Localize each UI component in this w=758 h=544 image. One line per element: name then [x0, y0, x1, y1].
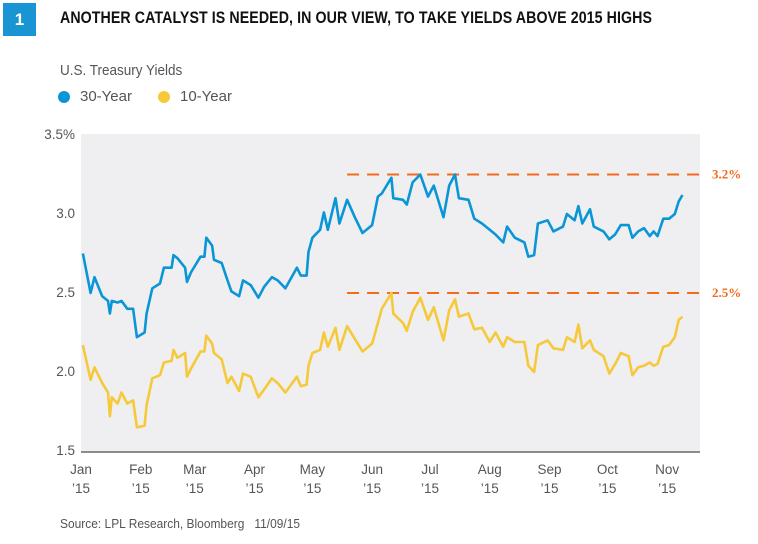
reference-label: 3.2%	[712, 167, 741, 182]
x-tick-year: ’15	[481, 481, 499, 496]
x-tick-year: ’15	[363, 481, 381, 496]
x-tick-year: ’15	[598, 481, 616, 496]
figure-number: 1	[14, 9, 25, 29]
x-tick-year: ’15	[186, 481, 204, 496]
legend-item-10-year: 10-Year	[158, 88, 232, 105]
legend: 30-Year 10-Year	[58, 88, 232, 105]
reference-label: 2.5%	[712, 285, 741, 300]
x-tick-label: Sep	[537, 462, 561, 477]
x-tick-year: ’15	[658, 481, 676, 496]
figure-number-badge: 1	[3, 3, 36, 36]
x-tick-label: Nov	[655, 462, 679, 477]
y-tick-label: 1.5	[56, 443, 75, 458]
x-tick-year: ’15	[421, 481, 439, 496]
x-tick-year: ’15	[132, 481, 150, 496]
chart-headline: ANOTHER CATALYST IS NEEDED, IN OUR VIEW,…	[60, 9, 653, 27]
x-tick-label: Jan	[70, 462, 92, 477]
x-tick-year: ’15	[303, 481, 321, 496]
legend-label: 30-Year	[80, 88, 132, 105]
x-tick-label: Oct	[597, 462, 618, 477]
legend-dot-10-year	[158, 90, 170, 103]
series-line-10-year	[81, 291, 684, 429]
x-tick-year: ’15	[246, 481, 264, 496]
x-tick-year: ’15	[540, 481, 558, 496]
x-tick-label: Apr	[244, 462, 266, 477]
x-tick-label: Jul	[421, 462, 438, 477]
series-line-30-year	[81, 173, 684, 339]
x-tick-label: Jun	[361, 462, 383, 477]
x-tick-label: May	[300, 462, 326, 477]
legend-label: 10-Year	[180, 88, 232, 105]
legend-item-30-year: 30-Year	[58, 88, 132, 105]
legend-dot-30-year	[58, 90, 70, 103]
x-tick-label: Aug	[478, 462, 502, 477]
y-tick-label: 2.0	[56, 364, 75, 379]
y-tick-label: 2.5	[56, 285, 75, 300]
x-tick-label: Feb	[129, 462, 152, 477]
chart-title: U.S. Treasury Yields	[60, 62, 183, 79]
x-tick-label: Mar	[183, 462, 207, 477]
source-note: Source: LPL Research, Bloomberg 11/09/15	[60, 516, 301, 531]
y-tick-label: 3.5%	[44, 127, 75, 142]
y-tick-label: 3.0	[56, 206, 75, 221]
x-tick-year: ’15	[72, 481, 90, 496]
